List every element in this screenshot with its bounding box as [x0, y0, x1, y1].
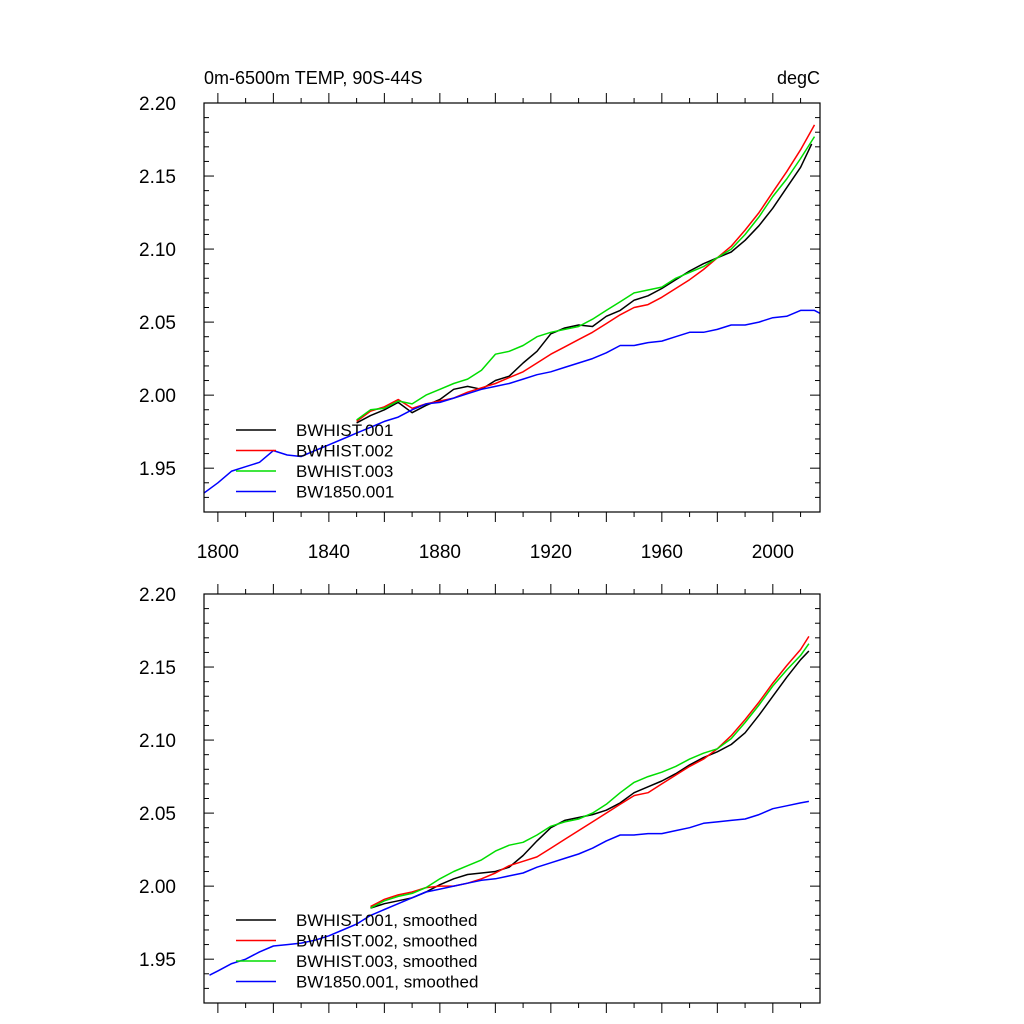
series-line-4 [209, 800, 810, 976]
top-panel: 1.95 2.00 2.05 2.10 2.15 2.20 1800 1840 1880 1920… [139, 93, 821, 563]
series-line-2 [370, 635, 810, 908]
legend-label: BW1850.001, smoothed [296, 973, 478, 992]
y-tick-label: 2.00 [139, 386, 176, 407]
series-line-3 [356, 136, 816, 421]
y-tick-label: 2.20 [139, 585, 176, 606]
series-line-4 [204, 309, 820, 494]
bottom-panel: 1.95 2.00 2.05 2.10 2.15 2.20 BWHIST.001, smoo… [139, 584, 821, 1013]
series-line-3 [370, 643, 810, 909]
x-tick-label: 1800 [197, 542, 239, 563]
x-tick-label: 1920 [530, 542, 572, 563]
legend-label: BWHIST.002 [296, 442, 393, 461]
y-tick-label: 2.05 [139, 313, 176, 334]
y-tick-label: 2.05 [139, 804, 176, 825]
x-tick-label: 2000 [752, 542, 794, 563]
y-tick-label: 2.00 [139, 877, 176, 898]
y-tick-label: 2.15 [139, 167, 176, 188]
x-tick-label: 1880 [419, 542, 461, 563]
y-tick-label: 1.95 [139, 950, 176, 971]
y-tick-label: 1.95 [139, 459, 176, 480]
y-tick-label: 2.15 [139, 658, 176, 679]
y-tick-label: 2.10 [139, 731, 176, 752]
legend-label: BWHIST.003, smoothed [296, 952, 477, 971]
series-line-2 [356, 124, 816, 423]
y-tick-label: 2.10 [139, 240, 176, 261]
series-line-1 [370, 650, 810, 909]
legend-label: BWHIST.003 [296, 462, 393, 481]
legend-label: BWHIST.002, smoothed [296, 932, 477, 951]
x-tick-label: 1840 [308, 542, 350, 563]
series-line-1 [356, 143, 813, 424]
chart-units: degC [777, 68, 820, 88]
legend-label: BW1850.001 [296, 483, 394, 502]
x-tick-label: 1960 [641, 542, 683, 563]
legend-label: BWHIST.001, smoothed [296, 911, 477, 930]
legend-label: BWHIST.001 [296, 421, 393, 440]
chart-title: 0m-6500m TEMP, 90S-44S [204, 68, 422, 88]
y-tick-label: 2.20 [139, 94, 176, 115]
